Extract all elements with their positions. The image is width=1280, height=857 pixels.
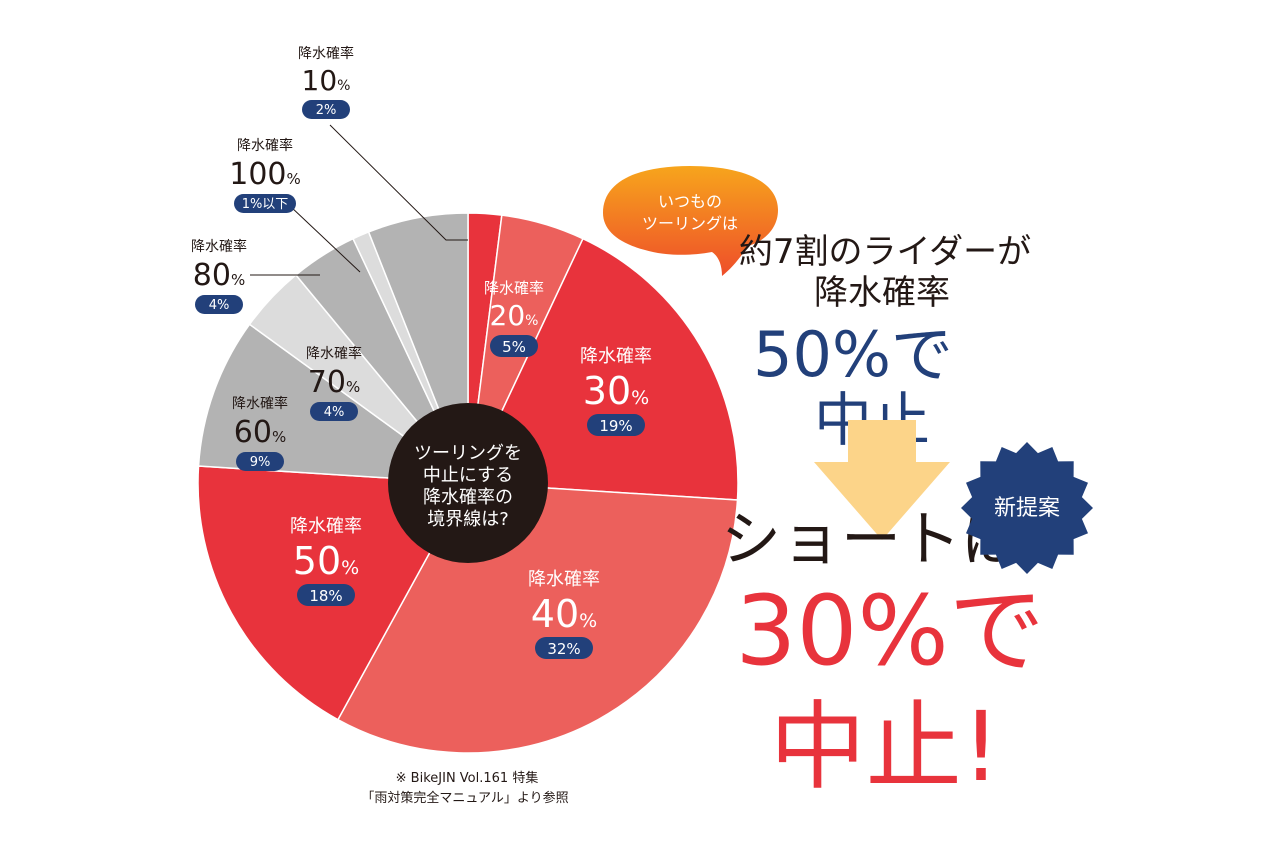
headline-2: 降水確率 (814, 273, 950, 313)
slice-value-20: 20% (490, 299, 539, 332)
slice-share-10: 2% (316, 103, 337, 118)
slice-share-pill-60 (236, 452, 284, 471)
slice-title-70: 降水確率 (306, 345, 362, 362)
slice-share-70: 4% (324, 405, 345, 420)
slice-share-pill-70 (310, 402, 358, 421)
center-circle (388, 403, 548, 563)
slice-share-pill-80 (195, 295, 243, 314)
slice-share-pill-100 (234, 194, 296, 213)
source-note-line-1: ※ BikeJIN Vol.161 特集 (396, 770, 539, 786)
bubble-text-line-2: ツーリングは (642, 214, 738, 233)
slice-title-40: 降水確率 (528, 569, 600, 590)
slice-title-50: 降水確率 (290, 516, 362, 537)
big-text-1: 30%で (735, 575, 1044, 687)
slice-share-30: 19% (599, 417, 632, 435)
slice-share-pill-30 (587, 414, 645, 436)
headline-1: 約7割のライダーが (739, 232, 1031, 272)
slice-share-20: 5% (502, 338, 526, 356)
slice-value-60: 60% (234, 415, 286, 450)
slice-share-60: 9% (250, 455, 271, 470)
slice-share-pill-50 (297, 584, 355, 606)
slice-value-100: 100% (229, 157, 301, 192)
slice-title-20: 降水確率 (484, 279, 544, 297)
center-label-line-1: ツーリングを (414, 443, 522, 464)
leader-10 (329, 124, 468, 241)
slice-title-80: 降水確率 (191, 238, 247, 255)
slice-share-pill-40 (535, 637, 593, 659)
slice-value-10: 10% (302, 64, 351, 97)
slice-value-80: 80% (193, 258, 245, 293)
slice-title-60: 降水確率 (232, 395, 288, 412)
leader-lines (250, 124, 468, 276)
slice-title-100: 降水確率 (237, 137, 293, 154)
slice-title-10: 降水確率 (298, 45, 354, 62)
slice-share-100: 1%以下 (242, 197, 289, 212)
source-note-line-2: 「雨対策完全マニュアル」より参照 (361, 790, 568, 806)
slice-share-pill-10 (302, 100, 350, 119)
new-proposal-badge (961, 442, 1093, 574)
center-label-line-3: 降水確率の (423, 487, 513, 508)
slice-title-30: 降水確率 (580, 346, 652, 367)
slice-share-50: 18% (309, 587, 342, 605)
slice-share-40: 32% (547, 640, 580, 658)
slice-share-pill-20 (490, 335, 538, 357)
slice-share-80: 4% (209, 298, 230, 313)
slice-value-40: 40% (531, 592, 597, 636)
slice-value-50: 50% (293, 539, 359, 583)
pie-slice-30 (466, 237, 739, 501)
down-arrow (814, 420, 950, 540)
big-text-2: 中止! (770, 691, 1000, 803)
slice-value-30: 30% (583, 369, 649, 413)
bubble-text-line-1: いつもの (658, 192, 722, 211)
slice-value-70: 70% (308, 365, 360, 400)
center-label-line-4: 境界線は? (427, 509, 509, 530)
badge-text: 新提案 (994, 496, 1060, 521)
center-label-line-2: 中止にする (423, 465, 513, 486)
speech-bubble (603, 166, 778, 276)
headline-3: 50%で (753, 318, 953, 391)
leader-100 (289, 205, 361, 273)
